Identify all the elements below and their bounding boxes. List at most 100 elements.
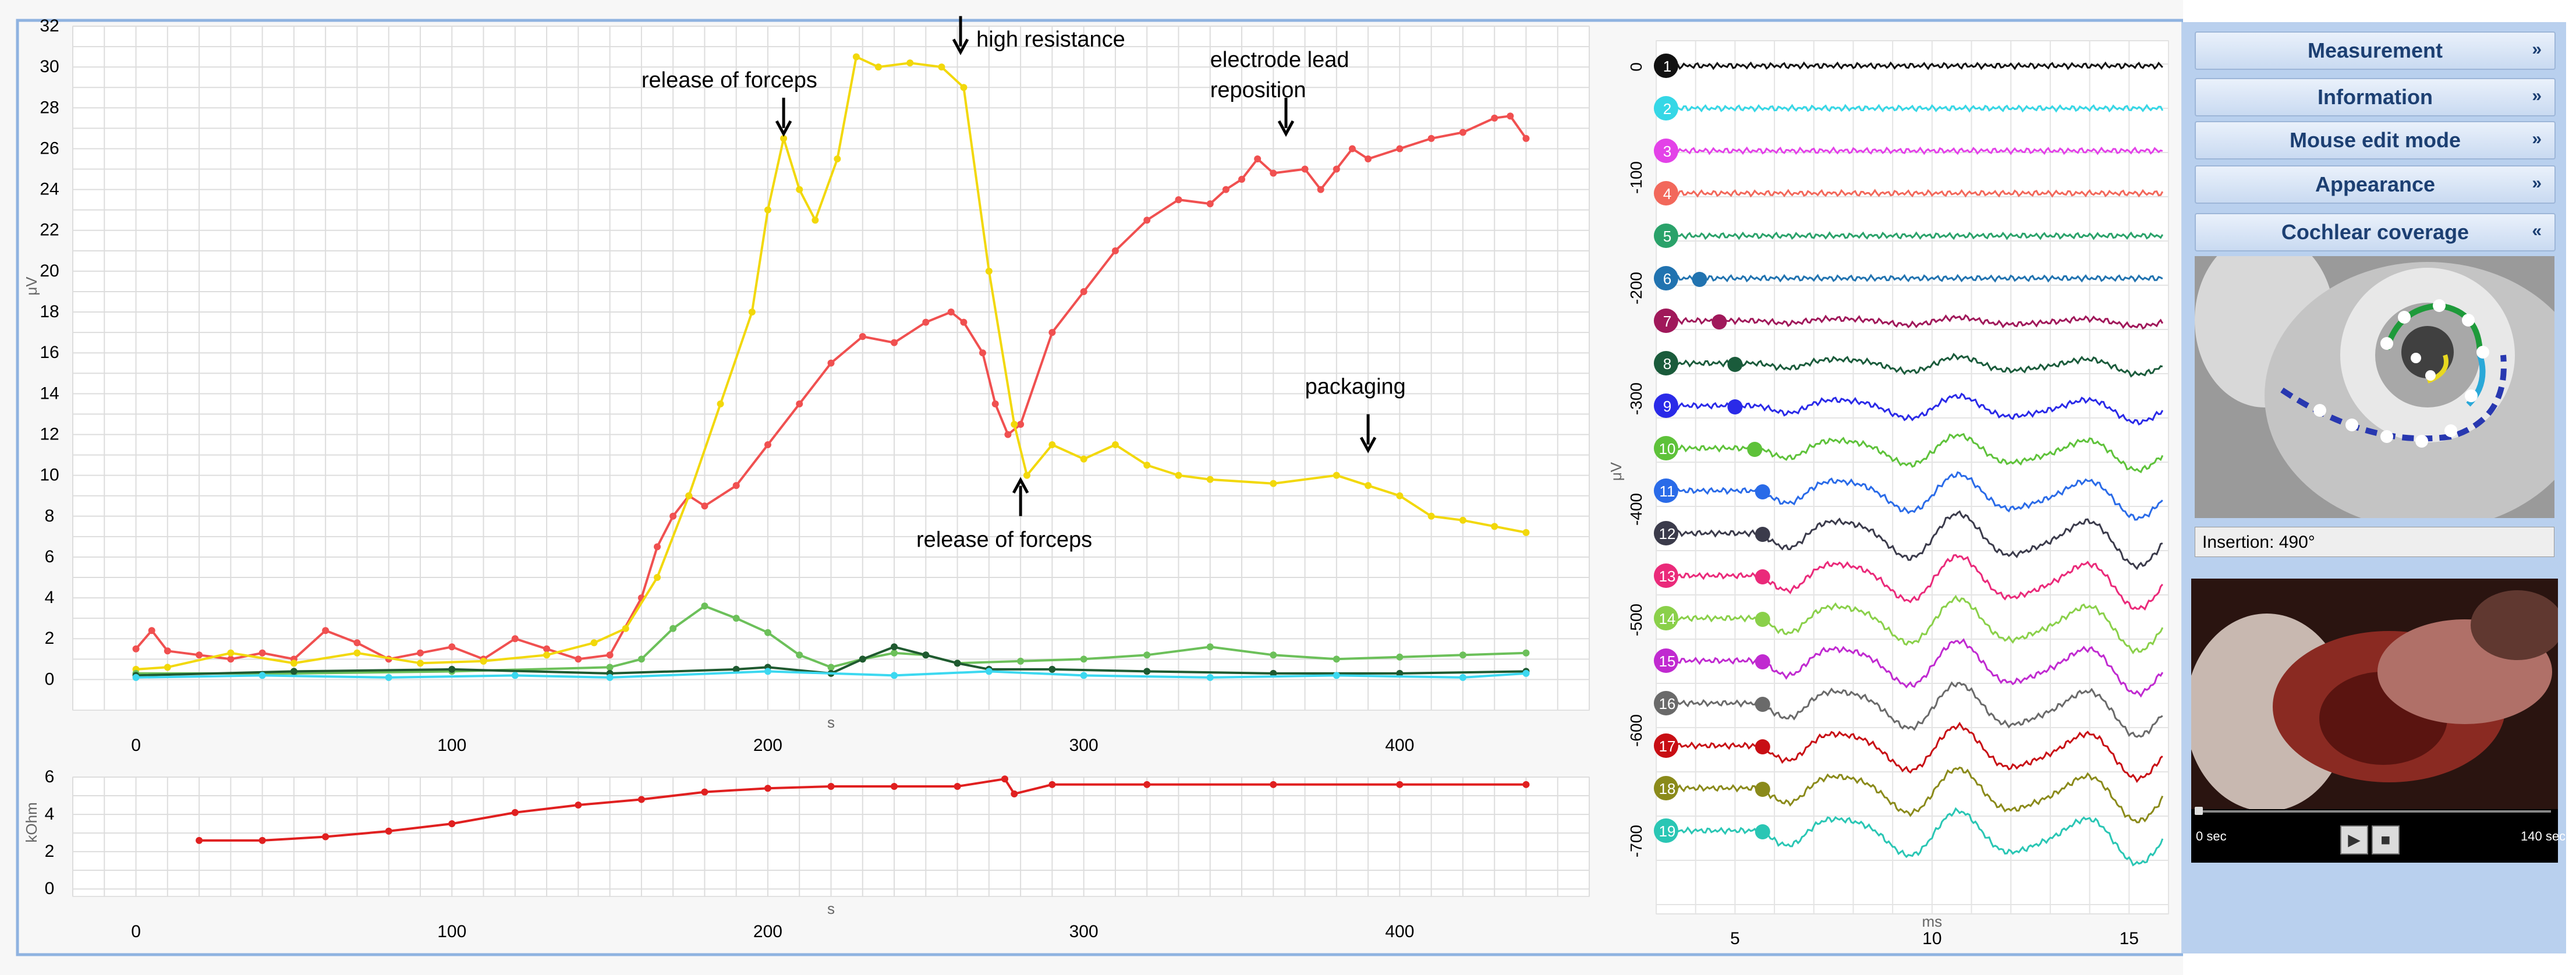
series-line-2: [136, 604, 1526, 675]
x-tick-label: 15: [2120, 929, 2139, 948]
data-point: [1459, 651, 1466, 659]
panel-appearance[interactable]: Appearance »: [2195, 165, 2556, 204]
data-point: [1011, 420, 1018, 428]
chevron-down-icon[interactable]: »: [2532, 129, 2542, 148]
video-seek-track[interactable]: [2196, 810, 2551, 813]
data-point: [985, 668, 993, 675]
data-point: [1459, 516, 1466, 524]
data-point: [827, 359, 835, 367]
panel-label: Mouse edit mode: [2289, 128, 2461, 152]
panel-measurement[interactable]: Measurement »: [2195, 31, 2556, 70]
data-point: [164, 647, 171, 655]
chart-2: [1653, 40, 2169, 914]
data-point: [258, 672, 266, 679]
data-point: [322, 833, 329, 841]
chevron-up-icon[interactable]: «: [2532, 221, 2542, 240]
insertion-readout: Insertion: 490°: [2195, 527, 2554, 557]
x-tick-label: 300: [1069, 736, 1099, 755]
x-axis-label: s: [827, 714, 835, 731]
data-point: [764, 785, 771, 792]
y-tick-label: 32: [40, 16, 59, 36]
latency-marker: [1727, 357, 1743, 372]
data-point: [1143, 668, 1151, 675]
chart-0: [72, 16, 1590, 711]
plot-area: [1656, 40, 2169, 914]
data-point: [827, 783, 835, 790]
charts-svg: 0 100 200 300 400024681012141618202224262830…: [16, 16, 2183, 956]
data-point: [979, 349, 986, 357]
data-point: [480, 657, 487, 665]
y-tick-label: 2: [45, 842, 55, 861]
video-end-time: 140 sec: [2521, 829, 2566, 843]
data-point: [701, 502, 708, 510]
channel-badge: [1653, 181, 1678, 205]
data-point: [511, 672, 519, 679]
channel-trace: [1659, 189, 2164, 198]
chevron-down-icon[interactable]: »: [2532, 40, 2542, 59]
data-point: [947, 309, 955, 316]
panel-information[interactable]: Information »: [2195, 78, 2556, 116]
panel-mouse-edit-mode[interactable]: Mouse edit mode »: [2195, 121, 2556, 159]
data-point: [748, 309, 756, 316]
channel-label: 1: [1663, 58, 1671, 75]
data-point: [891, 643, 898, 651]
latency-marker: [1755, 612, 1770, 627]
annotation-arrowhead: [1359, 437, 1377, 453]
data-point: [1254, 155, 1262, 162]
data-point: [985, 267, 993, 275]
play-button[interactable]: ▶: [2340, 825, 2368, 855]
data-point: [1222, 186, 1229, 193]
latency-marker: [1747, 442, 1763, 457]
y-tick-label: 0: [45, 669, 55, 689]
data-point: [1522, 669, 1530, 677]
data-point: [1333, 655, 1340, 663]
data-point: [1048, 665, 1056, 673]
data-point: [1491, 114, 1498, 122]
channel-badge: [1653, 266, 1678, 290]
channel-label: 8: [1663, 355, 1671, 373]
data-point: [1270, 781, 1277, 788]
channel-label: 10: [1659, 440, 1675, 458]
panel-label: Cochlear coverage: [2281, 220, 2469, 244]
data-point: [448, 643, 456, 651]
data-point: [606, 664, 614, 671]
channel-trace: [1659, 274, 2163, 283]
data-point: [796, 186, 803, 193]
data-point: [1023, 471, 1030, 479]
data-point: [1011, 790, 1018, 797]
data-point: [416, 649, 424, 657]
x-tick-label: 200: [753, 736, 782, 755]
video-seek-handle[interactable]: [2195, 807, 2203, 815]
data-point: [654, 543, 661, 551]
x-tick-label: 100: [437, 922, 466, 941]
data-point: [1206, 200, 1214, 208]
panel-cochlear-coverage[interactable]: Cochlear coverage «: [2195, 213, 2556, 251]
data-point: [1459, 673, 1466, 681]
data-point: [891, 783, 898, 790]
data-point: [1522, 781, 1530, 788]
x-tick-label: 5: [1730, 929, 1740, 948]
channel-trace: [1659, 638, 2164, 698]
data-point: [764, 441, 771, 449]
data-point: [796, 651, 803, 659]
x-tick-label: 10: [1922, 929, 1941, 948]
data-point: [1001, 775, 1008, 783]
data-point: [1080, 288, 1087, 295]
channel-badge: [1653, 224, 1678, 248]
data-point: [812, 217, 819, 224]
chart-1: [72, 775, 1590, 897]
data-point: [1270, 669, 1277, 677]
y-tick-label: 2: [45, 629, 55, 648]
channel-label: 4: [1663, 185, 1671, 203]
data-point: [954, 783, 961, 790]
stop-button[interactable]: ■: [2372, 825, 2400, 855]
data-point: [1175, 471, 1182, 479]
channel-trace: [1659, 146, 2163, 155]
chevron-down-icon[interactable]: »: [2532, 173, 2542, 193]
channel-label: 16: [1659, 695, 1675, 712]
chevron-down-icon[interactable]: »: [2532, 86, 2542, 105]
y-tick-label: 28: [40, 98, 59, 117]
video-start-time: 0 sec: [2196, 829, 2227, 843]
data-point: [1507, 112, 1514, 120]
data-point: [1396, 492, 1404, 499]
